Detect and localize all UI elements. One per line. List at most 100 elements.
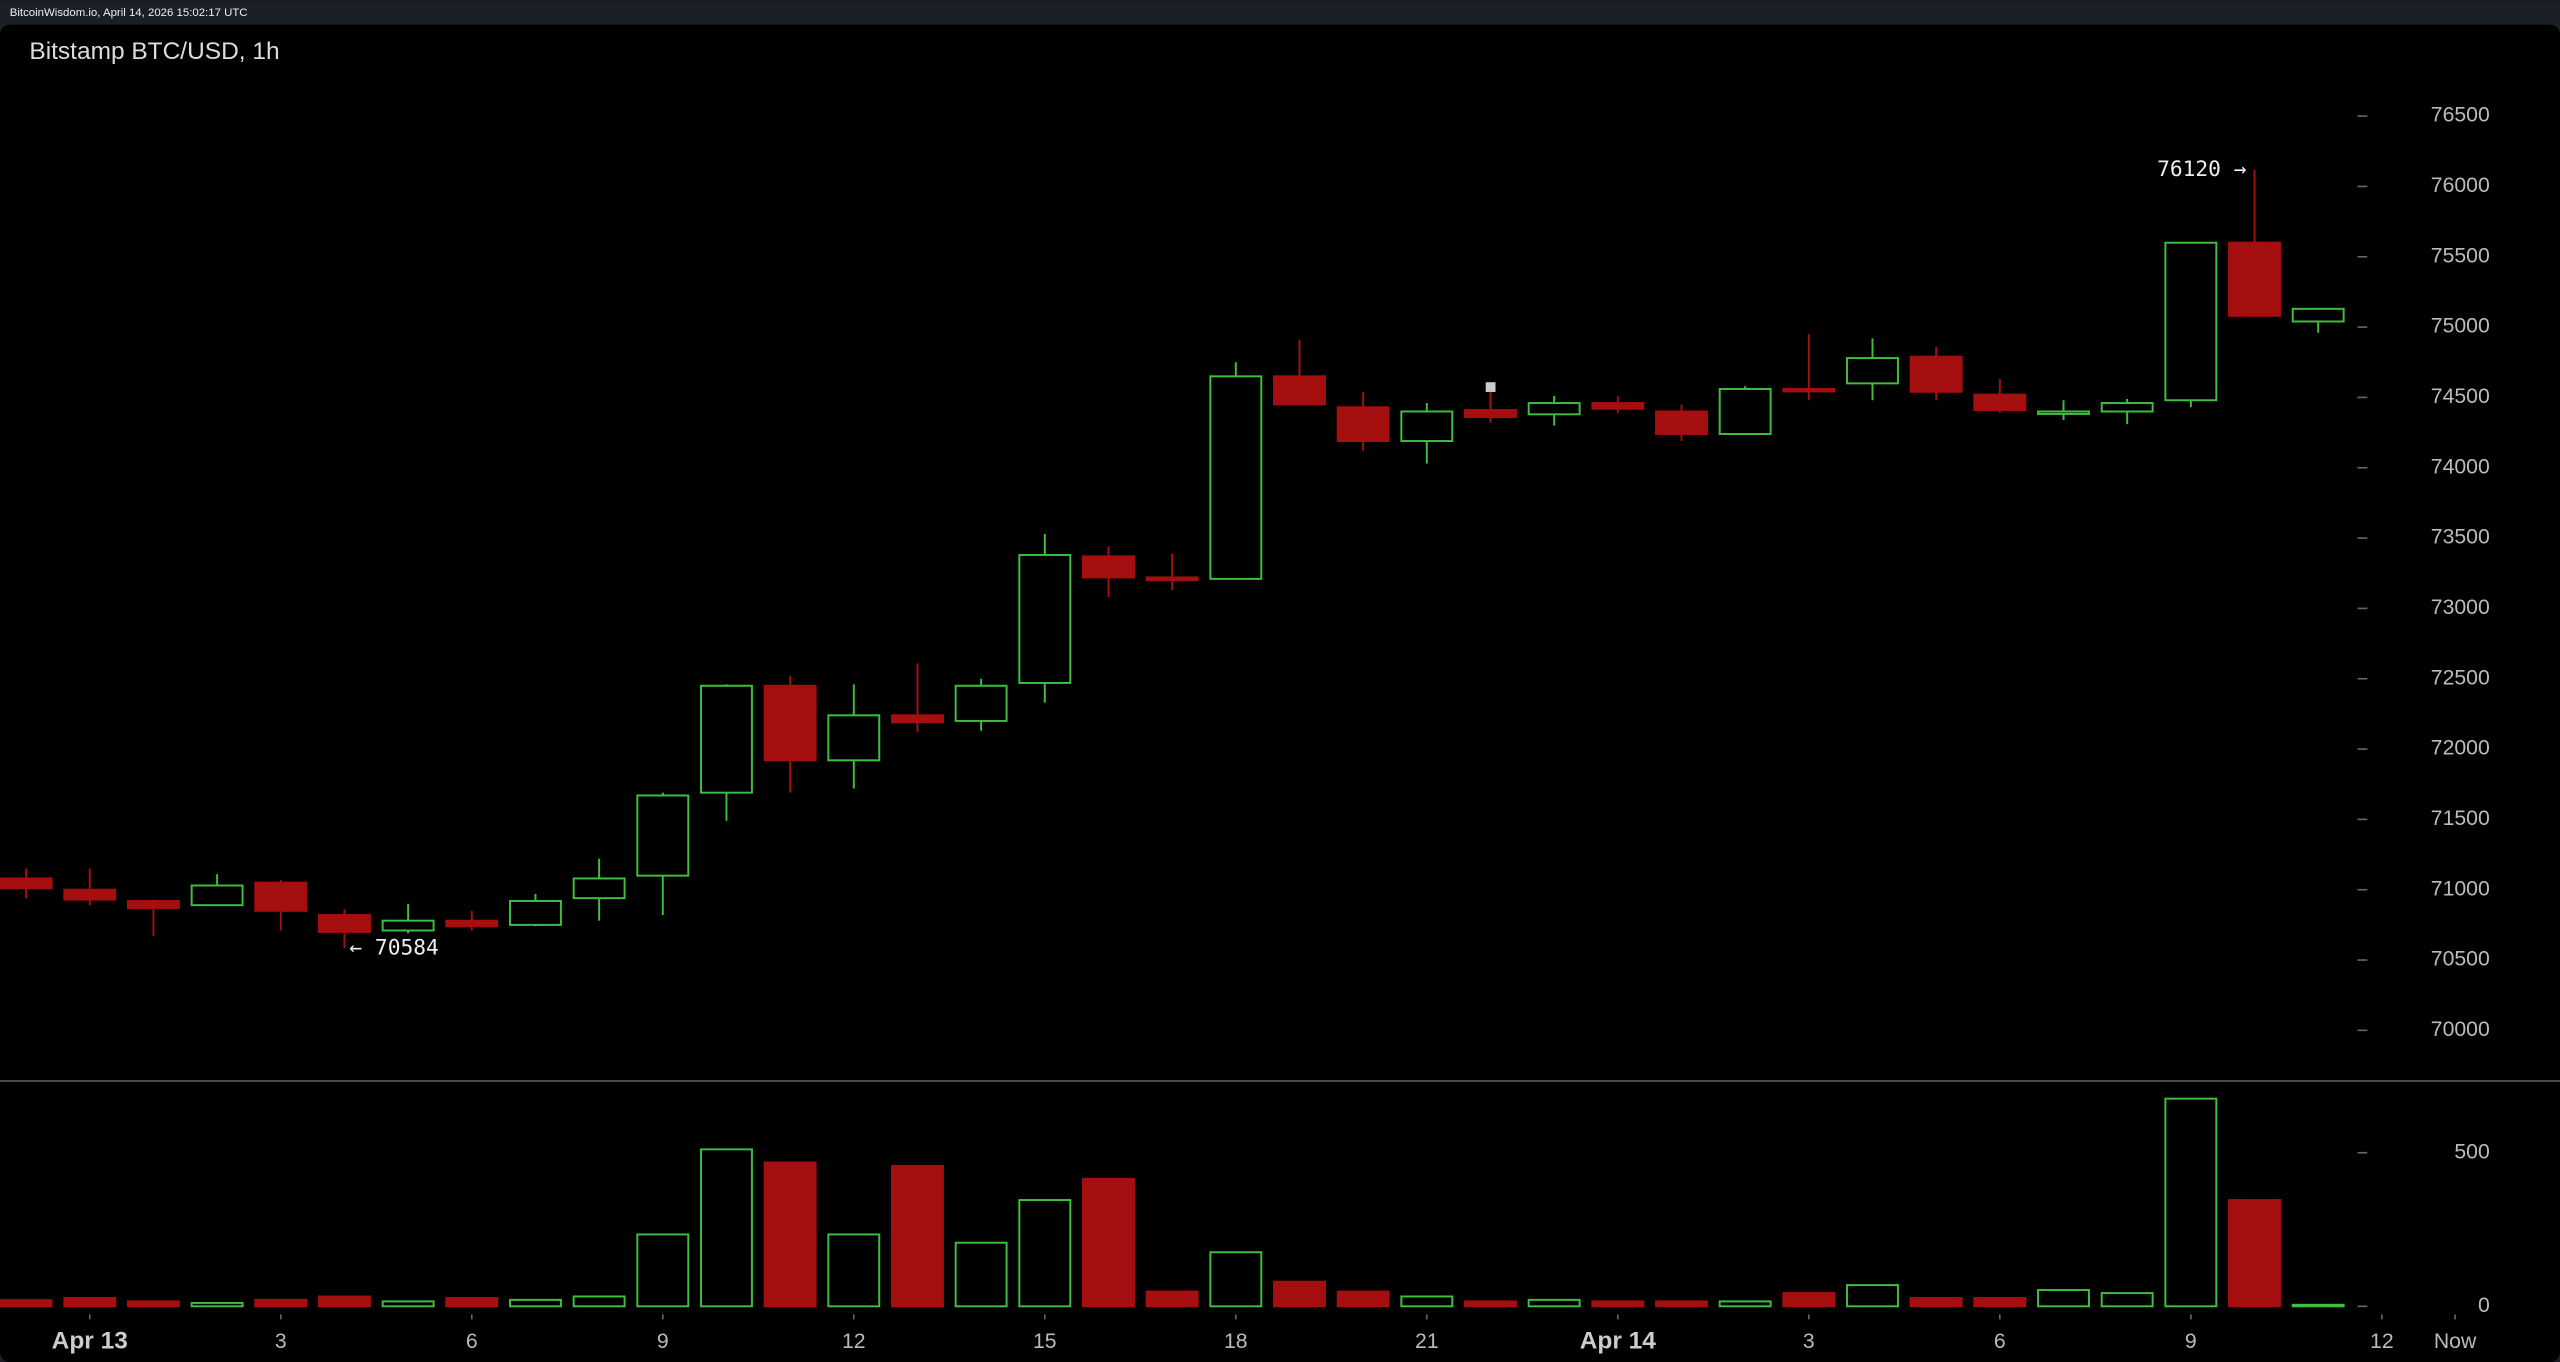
- candle-body: [1209, 375, 1263, 580]
- volume-bar: [445, 1297, 499, 1308]
- candle-body: [1082, 555, 1135, 579]
- y-tick-label: 76500: [2431, 104, 2490, 127]
- x-tick-label: 3: [275, 1330, 287, 1353]
- volume-bar: [63, 1297, 117, 1308]
- x-tick-label: 18: [1224, 1330, 1248, 1353]
- volume-bar: [2291, 1303, 2345, 1308]
- y-tick-label: 74500: [2431, 385, 2490, 408]
- candle-body: [509, 899, 562, 926]
- volume-bar: [2164, 1097, 2218, 1308]
- volume-bar: [1718, 1300, 1772, 1308]
- volume-bar: [2100, 1292, 2154, 1308]
- candle-body: [2037, 410, 2090, 415]
- x-tick-label: Apr 13: [52, 1328, 128, 1355]
- y-tick-label: 0: [2478, 1294, 2490, 1317]
- volume-bar: [1782, 1292, 1836, 1308]
- chart-title: Bitstamp BTC/USD, 1h: [29, 38, 279, 65]
- volume-bar: [572, 1295, 626, 1308]
- y-tick-label: 73500: [2431, 526, 2490, 549]
- volume-bar: [1591, 1300, 1645, 1308]
- volume-bar: [1400, 1295, 1454, 1308]
- candle-body: [0, 877, 53, 890]
- candle-body: [2291, 307, 2345, 323]
- y-tick-label: 500: [2454, 1140, 2489, 1163]
- y-tick-label: 71000: [2431, 877, 2490, 900]
- candle-body: [2228, 241, 2281, 317]
- volume-bar: [954, 1241, 1008, 1308]
- y-tick-label: 72000: [2431, 737, 2490, 760]
- annotation: 76120 →: [2157, 157, 2247, 182]
- candle-body: [63, 888, 117, 901]
- y-tick-label: 74000: [2431, 455, 2490, 478]
- volume-bar: [381, 1300, 435, 1308]
- candle-body: [1464, 409, 1517, 419]
- x-tick-label: 15: [1033, 1330, 1057, 1353]
- candle-body: [381, 919, 435, 932]
- candle-body: [954, 684, 1008, 722]
- candle-body: [636, 794, 690, 877]
- candle-body: [1782, 388, 1836, 393]
- candle-body: [1909, 355, 1963, 393]
- volume-bar: [891, 1164, 944, 1308]
- volume-bar: [1527, 1298, 1581, 1308]
- candle-body: [2164, 241, 2218, 402]
- x-tick-label: 9: [657, 1330, 669, 1353]
- y-tick-label: 76000: [2431, 174, 2490, 197]
- y-tick-label: 70000: [2431, 1018, 2490, 1041]
- volume-bar: [318, 1295, 371, 1308]
- header: BitcoinWisdom.io, April 14, 2026 15:02:1…: [10, 7, 248, 19]
- volume-bar: [1018, 1199, 1072, 1308]
- candle-body: [318, 914, 371, 933]
- volume-bar: [1273, 1280, 1326, 1308]
- volume-bar: [1464, 1300, 1517, 1308]
- x-tick-label: 12: [2370, 1330, 2394, 1353]
- volume-bar: [1909, 1297, 1963, 1308]
- candle-body: [1145, 576, 1199, 582]
- candle-body: [891, 714, 944, 724]
- x-tick-label: Now: [2434, 1330, 2477, 1353]
- candle-body: [1846, 357, 1899, 385]
- volume-bar: [763, 1161, 817, 1308]
- candle-body: [1018, 553, 1072, 684]
- candle-body: [1973, 393, 2027, 412]
- y-tick-label: 71500: [2431, 807, 2490, 830]
- volume-bar: [1145, 1290, 1199, 1308]
- candle-body: [1655, 410, 1708, 435]
- y-tick-label: 72500: [2431, 666, 2490, 689]
- volume-bar: [509, 1298, 562, 1308]
- volume-bar: [2037, 1289, 2090, 1308]
- volume-bar: [0, 1299, 53, 1308]
- volume-bar: [827, 1233, 881, 1308]
- x-tick-label: 3: [1803, 1330, 1815, 1353]
- candle-body: [1336, 406, 1390, 443]
- candle-body: [445, 919, 499, 928]
- volume-bar: [2228, 1199, 2281, 1308]
- candle-body: [254, 881, 308, 912]
- x-tick-label: 21: [1415, 1330, 1439, 1353]
- candle-body: [1527, 402, 1581, 416]
- volume-bar: [254, 1298, 308, 1308]
- x-tick-label: 12: [842, 1330, 866, 1353]
- y-tick-label: 73000: [2431, 596, 2490, 619]
- annotation: ← 70584: [349, 936, 438, 961]
- x-tick-label: Apr 14: [1580, 1328, 1657, 1355]
- candle-body: [700, 684, 753, 794]
- volume-bar: [1209, 1251, 1263, 1308]
- candle-body: [190, 884, 244, 907]
- volume-bar: [1655, 1300, 1708, 1308]
- y-tick-label: 70500: [2431, 948, 2490, 971]
- x-tick-label: 6: [1994, 1330, 2006, 1353]
- candle-body: [827, 714, 881, 762]
- marker: [1485, 382, 1496, 393]
- candle-body: [126, 899, 180, 909]
- x-tick-label: 9: [2185, 1330, 2197, 1353]
- candle-body: [1273, 375, 1326, 406]
- candle-body: [572, 877, 626, 900]
- volume-bar: [636, 1233, 690, 1308]
- volume-bar: [190, 1301, 244, 1308]
- y-tick-label: 75000: [2431, 315, 2490, 338]
- candle-body: [1400, 410, 1454, 443]
- candle-body: [2100, 402, 2154, 413]
